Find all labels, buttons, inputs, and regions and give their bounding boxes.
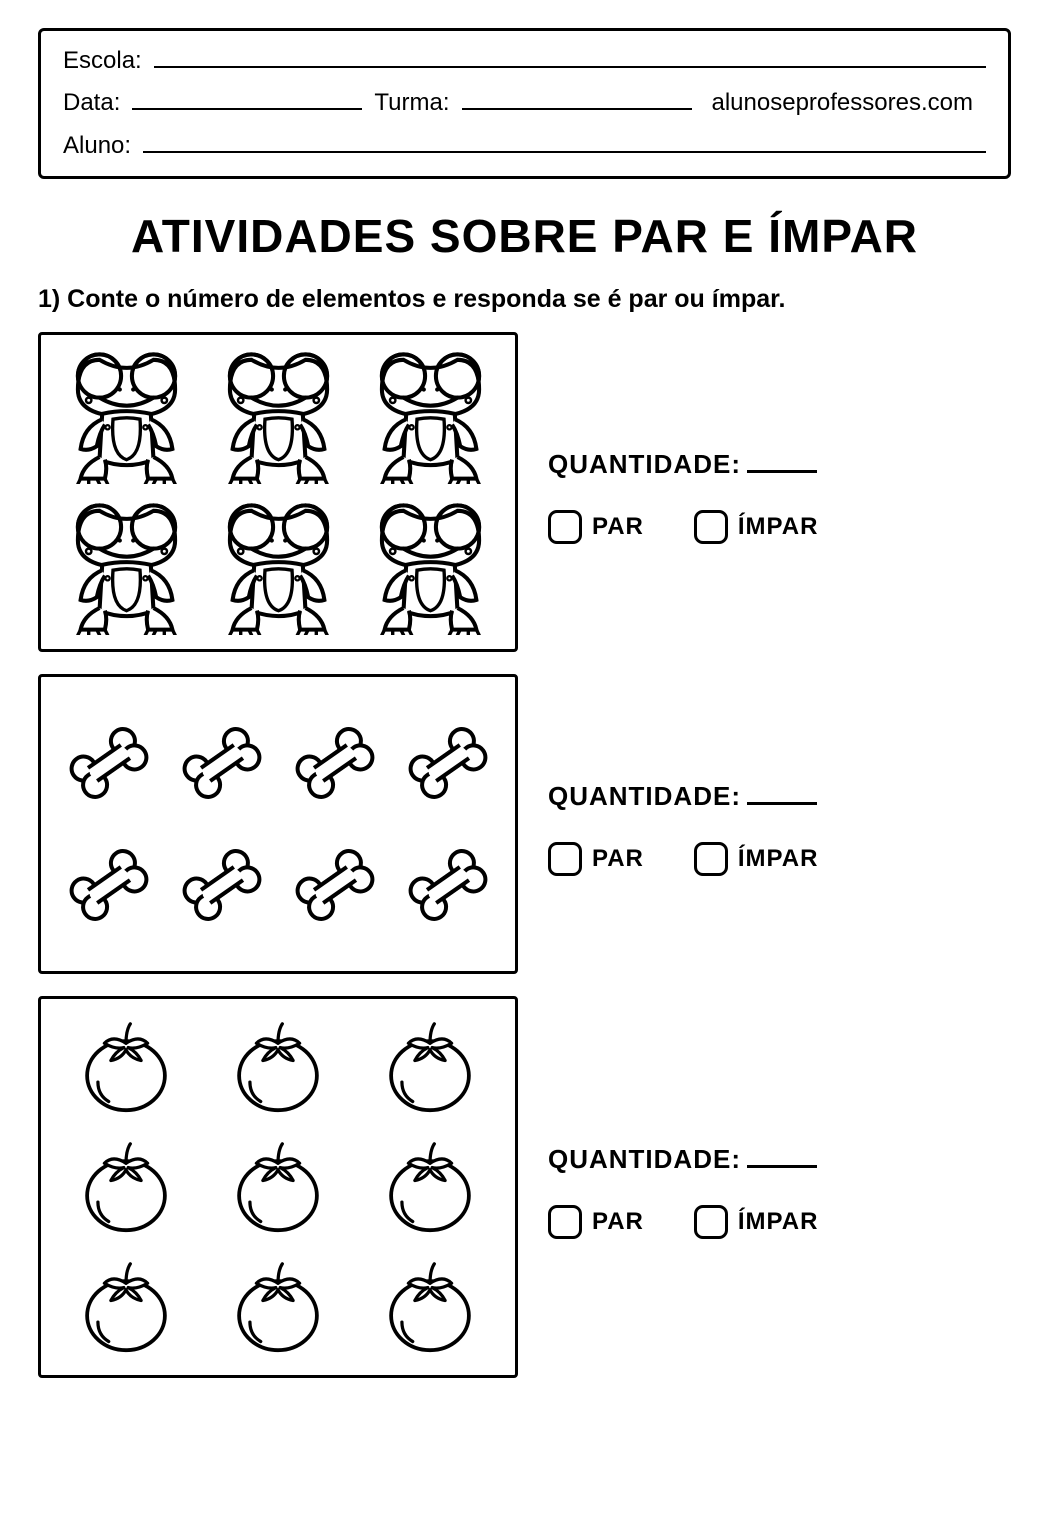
quantity-blank[interactable] [747,1145,817,1168]
exercise-row: QUANTIDADE: PAR ÍMPAR [38,332,1011,652]
bone-icon [285,835,385,935]
choice-label-par: PAR [592,513,644,541]
checkbox-par[interactable] [548,510,582,544]
tomato-icon [224,1133,332,1241]
quantity-blank[interactable] [747,450,817,473]
tomato-icon [224,1013,332,1121]
choice-row: PAR ÍMPAR [548,510,1011,544]
icon-grid-box [38,674,518,974]
choice-par: PAR [548,510,644,544]
blank-turma[interactable] [462,85,692,110]
icon-grid-box [38,332,518,652]
choice-row: PAR ÍMPAR [548,1205,1011,1239]
worksheet-page: Escola: Data: Turma: alunoseprofessores.… [0,0,1049,1521]
tomato-icon [72,1253,180,1361]
tomato-icon [224,1253,332,1361]
answer-column: QUANTIDADE: PAR ÍMPAR [548,439,1011,544]
answer-column: QUANTIDADE: PAR ÍMPAR [548,771,1011,876]
checkbox-impar[interactable] [694,842,728,876]
tomato-icon [72,1013,180,1121]
row-escola: Escola: [63,43,986,75]
choice-impar: ÍMPAR [694,842,819,876]
blank-aluno[interactable] [143,127,986,152]
choice-par: PAR [548,842,644,876]
answer-column: QUANTIDADE: PAR ÍMPAR [548,1134,1011,1239]
tomato-icon [376,1133,484,1241]
choice-impar: ÍMPAR [694,1205,819,1239]
row-data-turma: Data: Turma: alunoseprofessores.com [63,85,986,117]
bone-icon [59,835,159,935]
icon-grid-box [38,996,518,1378]
frog-icon [363,500,498,635]
quantity-label: QUANTIDADE: [548,1144,741,1175]
quantity-line: QUANTIDADE: [548,781,1011,812]
blank-escola[interactable] [154,43,986,68]
quantity-blank[interactable] [747,782,817,805]
choice-label-par: PAR [592,1208,644,1236]
instruction-text: 1) Conte o número de elementos e respond… [38,285,1011,314]
choice-label-impar: ÍMPAR [738,513,819,541]
choice-row: PAR ÍMPAR [548,842,1011,876]
quantity-line: QUANTIDADE: [548,449,1011,480]
student-info-box: Escola: Data: Turma: alunoseprofessores.… [38,28,1011,179]
bone-icon [398,713,498,813]
choice-label-impar: ÍMPAR [738,845,819,873]
tomato-icon [376,1253,484,1361]
row-aluno: Aluno: [63,127,986,159]
page-title: ATIVIDADES SOBRE PAR E ÍMPAR [38,209,1011,263]
label-escola: Escola: [63,47,142,75]
bone-icon [59,713,159,813]
exercise-row: QUANTIDADE: PAR ÍMPAR [38,674,1011,974]
frog-icon [363,349,498,484]
checkbox-impar[interactable] [694,1205,728,1239]
label-turma: Turma: [374,89,449,117]
exercises-container: QUANTIDADE:PARÍMPARQUANTIDADE:PARÍMPARQU… [38,332,1011,1378]
label-aluno: Aluno: [63,132,131,160]
frog-icon [59,349,194,484]
checkbox-par[interactable] [548,1205,582,1239]
choice-label-par: PAR [592,845,644,873]
bone-icon [172,713,272,813]
frog-icon [59,500,194,635]
frog-icon [211,500,346,635]
choice-par: PAR [548,1205,644,1239]
bone-icon [172,835,272,935]
exercise-row: QUANTIDADE: PAR ÍMPAR [38,996,1011,1378]
quantity-label: QUANTIDADE: [548,449,741,480]
checkbox-par[interactable] [548,842,582,876]
choice-impar: ÍMPAR [694,510,819,544]
label-data: Data: [63,89,120,117]
quantity-label: QUANTIDADE: [548,781,741,812]
tomato-icon [376,1013,484,1121]
tomato-icon [72,1133,180,1241]
quantity-line: QUANTIDADE: [548,1144,1011,1175]
bone-icon [398,835,498,935]
choice-label-impar: ÍMPAR [738,1208,819,1236]
checkbox-impar[interactable] [694,510,728,544]
frog-icon [211,349,346,484]
bone-icon [285,713,385,813]
blank-data[interactable] [132,85,362,110]
site-credit: alunoseprofessores.com [712,89,973,117]
